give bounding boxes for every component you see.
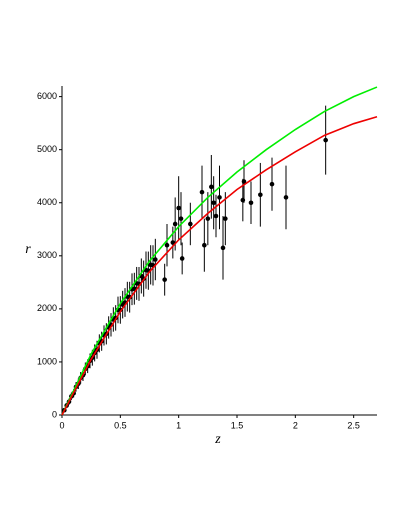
y-tick-label: 5000 <box>37 144 57 154</box>
y-tick-label: 4000 <box>37 197 57 207</box>
y-tick-label: 6000 <box>37 91 57 101</box>
data-point <box>179 256 185 261</box>
data-point <box>164 242 170 248</box>
data-point <box>170 240 176 245</box>
data-point <box>205 216 211 221</box>
data-point <box>199 189 205 195</box>
data-point <box>269 181 275 187</box>
y-tick-label: 3000 <box>37 250 57 260</box>
data-point <box>220 245 226 251</box>
data-point <box>213 213 219 219</box>
y-tick-label: 0 <box>52 409 57 419</box>
data-point <box>258 192 263 198</box>
x-axis-label: z <box>214 432 221 447</box>
data-point <box>188 221 193 227</box>
y-tick-label: 2000 <box>37 303 57 313</box>
data-point <box>217 195 222 200</box>
x-tick-label: 1 <box>176 420 181 430</box>
curve <box>61 116 378 416</box>
data-point <box>283 195 289 200</box>
data-point <box>162 277 167 282</box>
data-point <box>211 200 216 206</box>
data-point <box>172 221 178 227</box>
data-point <box>202 242 207 248</box>
data-point <box>176 205 181 211</box>
data-point <box>223 216 228 221</box>
x-tick-label: 2.5 <box>347 420 360 430</box>
y-tick-label: 1000 <box>37 356 57 366</box>
x-tick-label: 0 <box>59 420 64 430</box>
data-point <box>178 216 184 221</box>
y-axis-label: r <box>25 242 31 257</box>
data-point <box>209 184 214 190</box>
x-tick-label: 1.5 <box>231 420 244 430</box>
curve <box>61 86 378 416</box>
data-point <box>248 200 254 206</box>
data-point <box>153 257 158 262</box>
x-tick-label: 2 <box>293 420 298 430</box>
x-tick-label: 0.5 <box>114 420 127 430</box>
data-point <box>323 137 328 143</box>
data-point <box>241 179 247 184</box>
